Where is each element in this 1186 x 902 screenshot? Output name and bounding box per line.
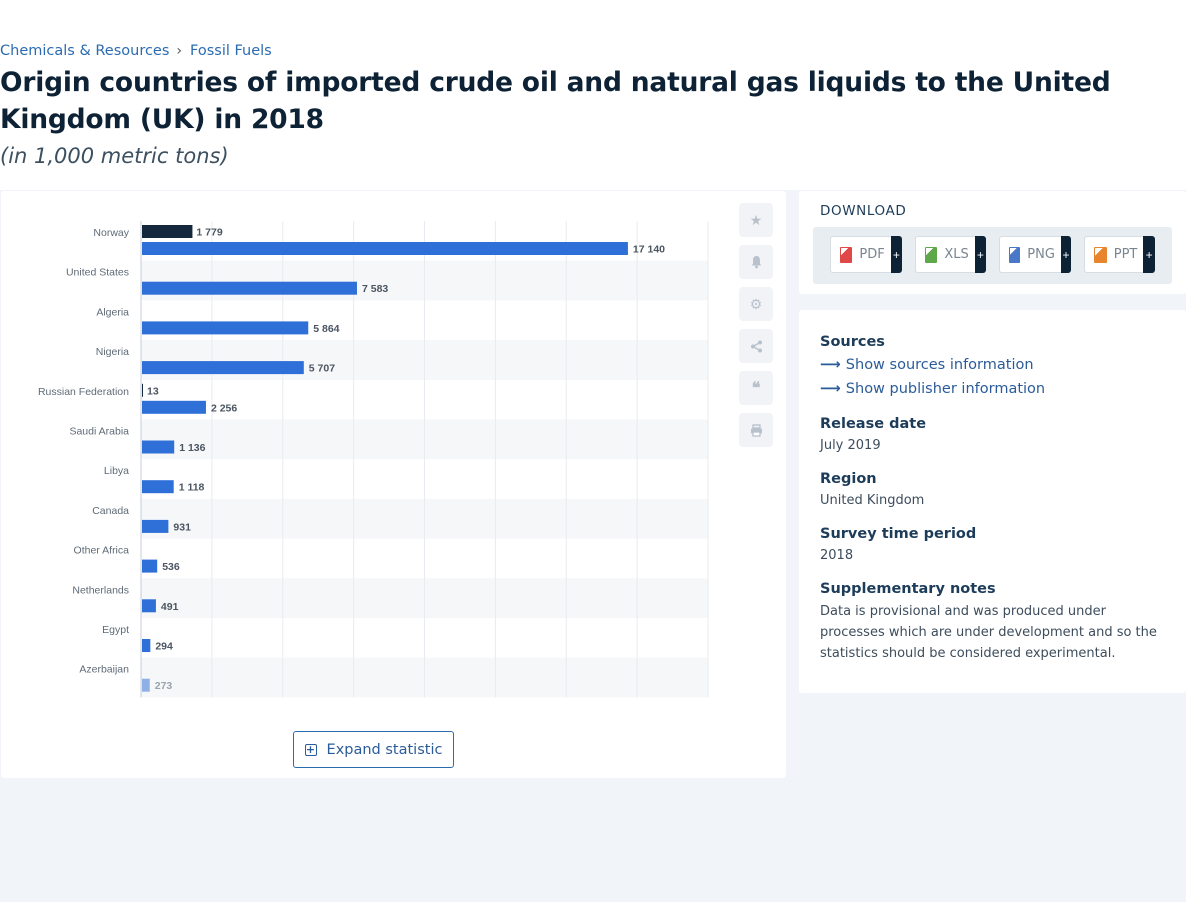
data-label: 1 136: [179, 442, 205, 454]
arrow-right-icon: ⟶: [820, 357, 841, 373]
category-label: Nigeria: [96, 346, 129, 358]
download-xls-plus[interactable]: +: [974, 236, 986, 273]
page-subtitle: (in 1,000 metric tons): [0, 144, 229, 168]
category-label: Other Africa: [74, 545, 130, 557]
supplementary-notes-value: Data is provisional and was produced und…: [820, 604, 1157, 661]
header-background: [0, 0, 1186, 190]
breadcrumb-item-chemicals[interactable]: Chemicals & Resources: [0, 43, 170, 59]
data-label: 536: [162, 561, 180, 573]
data-label: 273: [155, 680, 173, 692]
chart-card: Norway 17 140 1 779 United States 7 583 Alger…: [1, 191, 786, 778]
chart-toolbar: ★ ⚙ ❝: [739, 203, 775, 455]
ppt-file-icon: [1094, 246, 1107, 263]
category-label: United States: [66, 267, 129, 279]
bar-imports[interactable]: [142, 400, 206, 414]
category-label: Canada: [92, 505, 129, 517]
category-label: Netherlands: [72, 584, 129, 596]
survey-period-value: 2018: [820, 548, 854, 563]
arrow-right-icon: ⟶: [820, 381, 841, 397]
data-label: 1 118: [179, 482, 205, 494]
data-label: 2 256: [211, 402, 237, 414]
expand-statistic-label: Expand statistic: [326, 741, 443, 758]
data-label: 17 140: [633, 244, 665, 256]
download-ppt-label: PPT: [1113, 247, 1138, 262]
category-label: Egypt: [102, 624, 129, 636]
survey-period-heading: Survey time period: [820, 526, 977, 542]
share-icon[interactable]: [739, 329, 773, 363]
breadcrumb: Chemicals & Resources › Fossil Fuels: [0, 43, 272, 59]
bar-imports[interactable]: [142, 559, 158, 573]
data-label: 1 779: [196, 227, 222, 239]
download-buttons: PDF + XLS + PNG + PPT +: [813, 227, 1172, 284]
download-xls-label: XLS: [944, 247, 969, 262]
data-label: 931: [173, 521, 191, 533]
xls-file-icon: [925, 246, 938, 263]
bar-chart: Norway 17 140 1 779 United States 7 583 Alger…: [38, 221, 709, 698]
star-icon[interactable]: ★: [739, 203, 773, 237]
supplementary-notes-heading: Supplementary notes: [820, 581, 996, 597]
quote-icon[interactable]: ❝: [739, 371, 773, 405]
download-png-button[interactable]: PNG +: [999, 236, 1071, 273]
release-date-heading: Release date: [820, 416, 927, 432]
download-ppt-button[interactable]: PPT +: [1084, 236, 1155, 273]
bar-imports[interactable]: [142, 480, 174, 494]
region-value: United Kingdom: [820, 493, 925, 508]
print-icon[interactable]: [739, 413, 773, 447]
page-title: Origin countries of imported crude oil a…: [0, 67, 1111, 135]
info-card: Sources ⟶ Show sources information ⟶ Sho…: [799, 310, 1186, 693]
bar-imports[interactable]: [142, 242, 628, 255]
bar-imports[interactable]: [142, 361, 304, 375]
category-label: Algeria: [96, 306, 129, 318]
sources-heading: Sources: [820, 334, 885, 350]
bar-imports[interactable]: [142, 440, 175, 454]
download-pdf-button[interactable]: PDF +: [830, 236, 902, 273]
bar-imports[interactable]: [142, 599, 156, 613]
release-date-value: July 2019: [820, 438, 881, 453]
show-publisher-label: Show publisher information: [845, 381, 1046, 397]
download-png-plus[interactable]: +: [1060, 236, 1071, 273]
bar-secondary[interactable]: [142, 383, 143, 397]
region-heading: Region: [820, 471, 877, 487]
bar-imports[interactable]: [142, 321, 309, 335]
gear-icon[interactable]: ⚙: [739, 287, 773, 321]
bar-imports[interactable]: [142, 678, 150, 692]
bar-imports[interactable]: [142, 519, 169, 533]
bar-secondary[interactable]: [142, 225, 193, 238]
breadcrumb-item-fossil-fuels[interactable]: Fossil Fuels: [190, 43, 272, 59]
data-label: 5 864: [313, 323, 339, 335]
download-png-label: PNG: [1027, 247, 1055, 262]
data-label: 5 707: [309, 363, 335, 375]
download-title: DOWNLOAD: [820, 203, 907, 219]
category-label: Azerbaijan: [79, 664, 129, 676]
show-sources-link[interactable]: ⟶ Show sources information: [820, 357, 1034, 373]
show-publisher-link[interactable]: ⟶ Show publisher information: [820, 381, 1045, 397]
download-pdf-label: PDF: [859, 247, 885, 262]
download-xls-button[interactable]: XLS +: [915, 236, 986, 273]
download-ppt-plus[interactable]: +: [1143, 236, 1155, 273]
expand-statistic-button[interactable]: + Expand statistic: [293, 731, 454, 768]
bell-icon[interactable]: [739, 245, 773, 279]
data-label: 491: [161, 601, 179, 613]
category-label: Russian Federation: [38, 386, 129, 398]
data-label: 13: [147, 385, 159, 397]
pdf-file-icon: [840, 246, 853, 263]
bar-imports[interactable]: [142, 639, 151, 652]
category-label: Norway: [93, 227, 129, 239]
data-label: 7 583: [362, 283, 388, 295]
data-label: 294: [155, 641, 173, 653]
bar-imports[interactable]: [142, 281, 357, 295]
png-file-icon: [1009, 246, 1021, 263]
breadcrumb-separator: ›: [176, 43, 183, 59]
show-sources-label: Show sources information: [845, 357, 1034, 373]
download-card: DOWNLOAD PDF + XLS + PNG + PPT +: [799, 191, 1186, 294]
category-label: Libya: [104, 465, 129, 477]
expand-icon: +: [304, 743, 317, 756]
category-label: Saudi Arabia: [69, 426, 129, 438]
download-pdf-plus[interactable]: +: [890, 236, 902, 273]
